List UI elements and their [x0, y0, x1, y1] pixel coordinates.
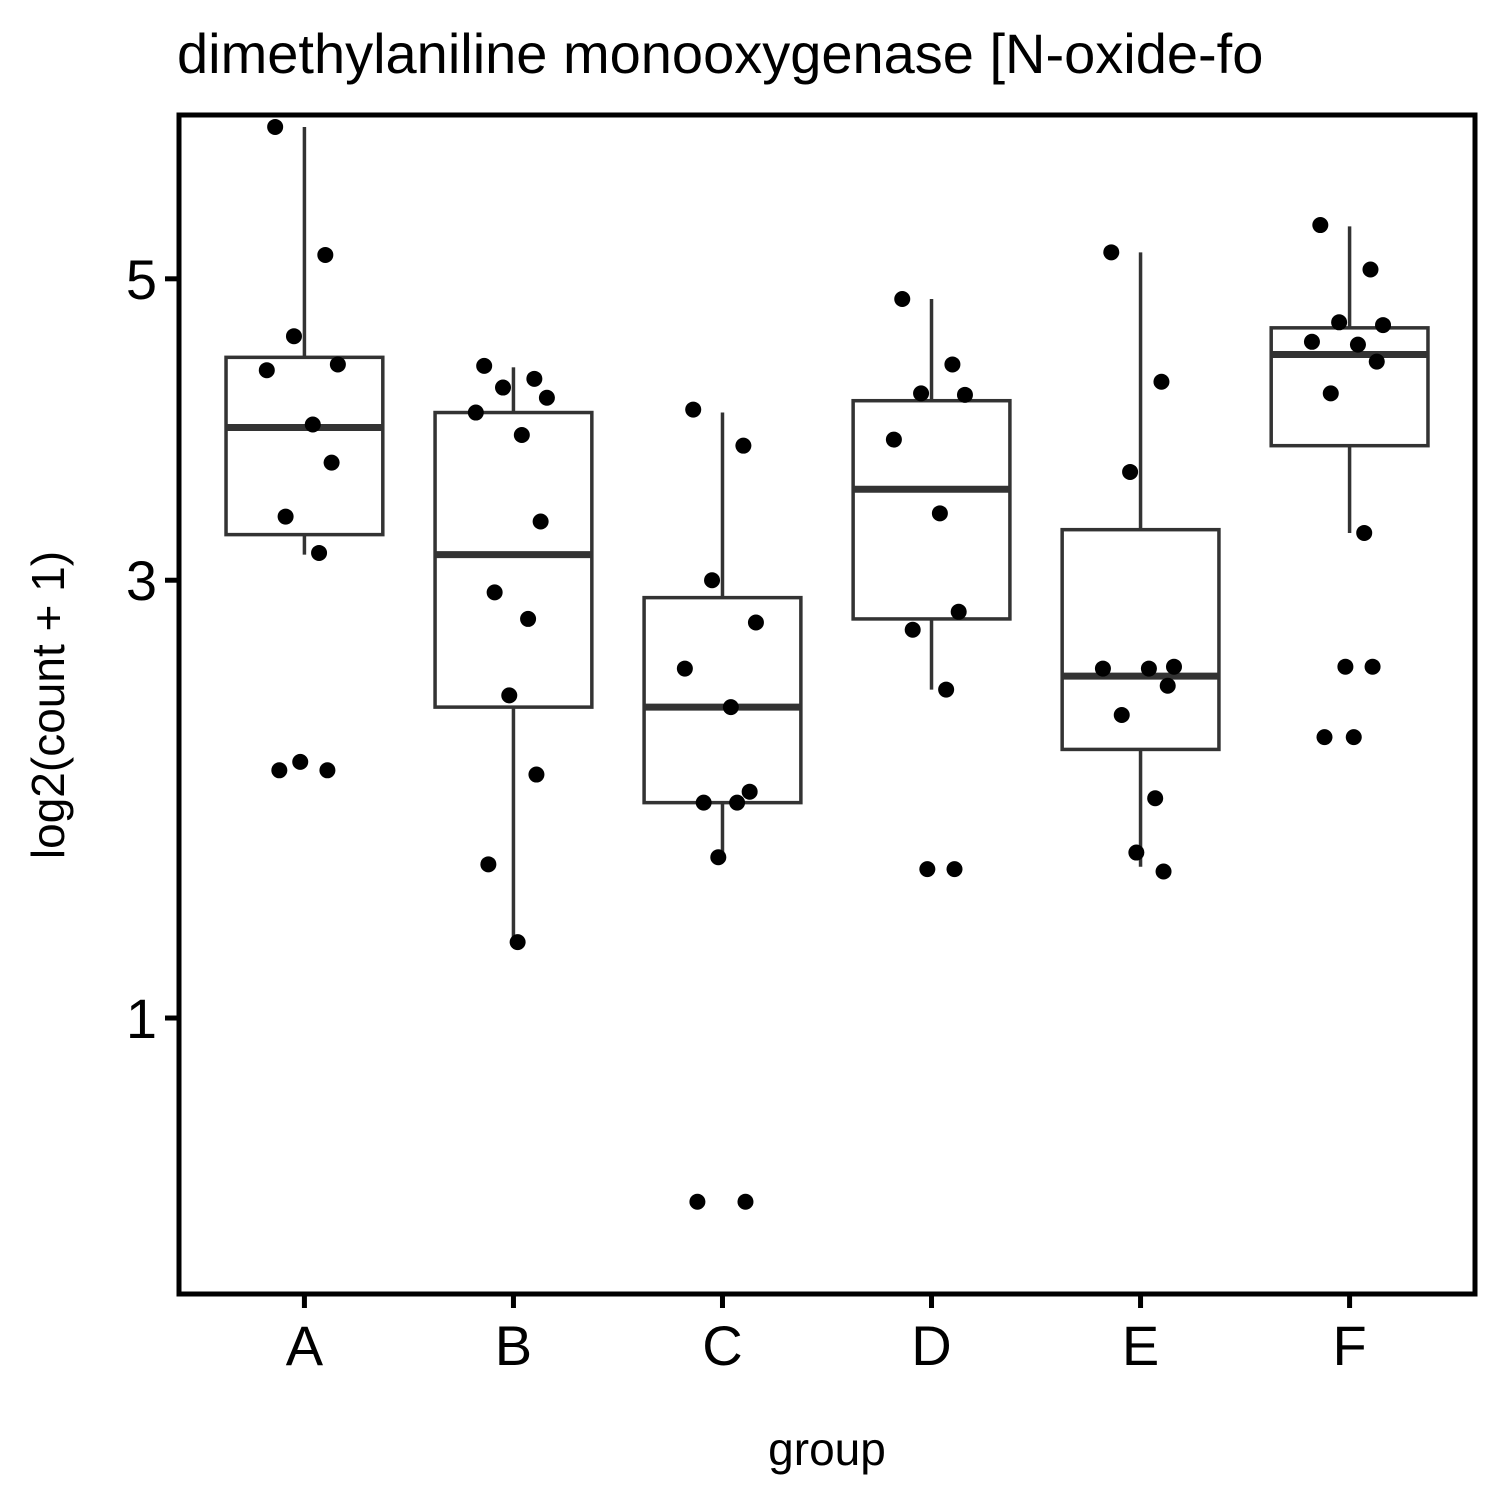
x-tick-label: C	[702, 1314, 742, 1377]
data-point-b	[480, 856, 497, 873]
data-point-a	[292, 753, 309, 770]
data-point-c	[710, 849, 727, 866]
data-point-e	[1153, 373, 1170, 390]
data-point-f	[1356, 524, 1373, 541]
data-point-a	[267, 118, 284, 135]
x-tick-label: A	[286, 1314, 324, 1377]
box-f	[1269, 326, 1430, 448]
box-a	[224, 355, 385, 537]
data-point-b	[526, 370, 543, 387]
data-point-e	[1147, 790, 1164, 807]
data-point-b	[486, 584, 503, 601]
y-tick-label: 5	[126, 248, 157, 311]
box-c	[642, 595, 803, 805]
data-point-e	[1165, 658, 1182, 675]
data-point-c	[695, 794, 712, 811]
data-point-f	[1375, 317, 1392, 334]
y-axis-title: log2(count + 1)	[22, 551, 74, 859]
data-point-d	[885, 431, 902, 448]
data-point-e	[1094, 660, 1111, 677]
data-point-b	[513, 427, 530, 444]
data-point-f	[1312, 217, 1329, 234]
data-point-b	[532, 513, 549, 530]
data-point-f	[1322, 385, 1339, 402]
data-point-d	[944, 356, 961, 373]
x-axis-title: group	[768, 1423, 886, 1475]
data-point-a	[304, 416, 321, 433]
data-point-e	[1140, 660, 1157, 677]
data-point-a	[271, 762, 288, 779]
box-d	[851, 398, 1012, 621]
data-point-a	[258, 362, 275, 379]
x-tick-label: F	[1332, 1314, 1366, 1377]
data-point-b	[501, 687, 518, 704]
data-point-a	[323, 454, 340, 471]
data-point-d	[894, 291, 911, 308]
data-point-e	[1159, 677, 1176, 694]
data-point-f	[1331, 314, 1348, 331]
data-point-c	[704, 572, 721, 589]
box-b	[433, 410, 594, 709]
data-point-a	[277, 508, 294, 525]
data-point-e	[1128, 844, 1145, 861]
data-point-b	[520, 610, 537, 627]
data-point-b	[476, 357, 493, 374]
data-point-f	[1337, 658, 1354, 675]
data-point-d	[904, 621, 921, 638]
x-tick-label: E	[1122, 1314, 1159, 1377]
panel-border	[176, 112, 1478, 1297]
data-point-d	[950, 603, 967, 620]
data-point-d	[913, 385, 930, 402]
data-point-f	[1316, 729, 1333, 746]
data-point-f	[1345, 729, 1362, 746]
data-point-e	[1113, 707, 1130, 724]
data-point-f	[1364, 658, 1381, 675]
data-point-b	[467, 404, 484, 421]
data-point-f	[1303, 333, 1320, 350]
data-point-d	[938, 681, 955, 698]
data-point-e	[1155, 863, 1172, 880]
data-point-f	[1349, 336, 1366, 353]
data-point-c	[741, 783, 758, 800]
data-point-a	[319, 762, 336, 779]
data-point-b	[495, 379, 511, 396]
data-point-c	[685, 401, 702, 418]
y-tick-label: 1	[126, 987, 157, 1050]
axes: A B C D E F 1 3 5	[126, 248, 1367, 1377]
data-point-a	[311, 544, 328, 561]
data-point-f	[1368, 353, 1385, 370]
chart-title: dimethylaniline monooxygenase [N-oxide-f…	[177, 22, 1263, 85]
data-point-c	[689, 1193, 706, 1210]
data-point-c	[676, 660, 693, 677]
data-point-a	[317, 246, 334, 263]
x-tick-label: D	[911, 1314, 951, 1377]
data-point-d	[956, 386, 973, 403]
data-point-c	[722, 699, 739, 716]
data-point-a	[329, 356, 346, 373]
data-point-d	[931, 505, 948, 522]
data-point-b	[538, 389, 555, 406]
box-e	[1060, 527, 1221, 752]
data-point-a	[285, 328, 302, 345]
x-tick-label: B	[495, 1314, 532, 1377]
data-point-c	[735, 437, 752, 454]
data-point-d	[919, 861, 936, 878]
data-point-f	[1362, 261, 1379, 278]
data-point-e	[1122, 463, 1139, 480]
y-tick-label: 3	[126, 549, 157, 612]
plot-area	[224, 118, 1430, 1210]
data-point-b	[528, 766, 545, 783]
data-point-d	[946, 861, 963, 878]
data-point-c	[729, 794, 746, 811]
data-point-c	[737, 1193, 754, 1210]
data-point-c	[747, 614, 764, 631]
data-point-e	[1103, 244, 1120, 261]
data-point-b	[509, 934, 526, 951]
